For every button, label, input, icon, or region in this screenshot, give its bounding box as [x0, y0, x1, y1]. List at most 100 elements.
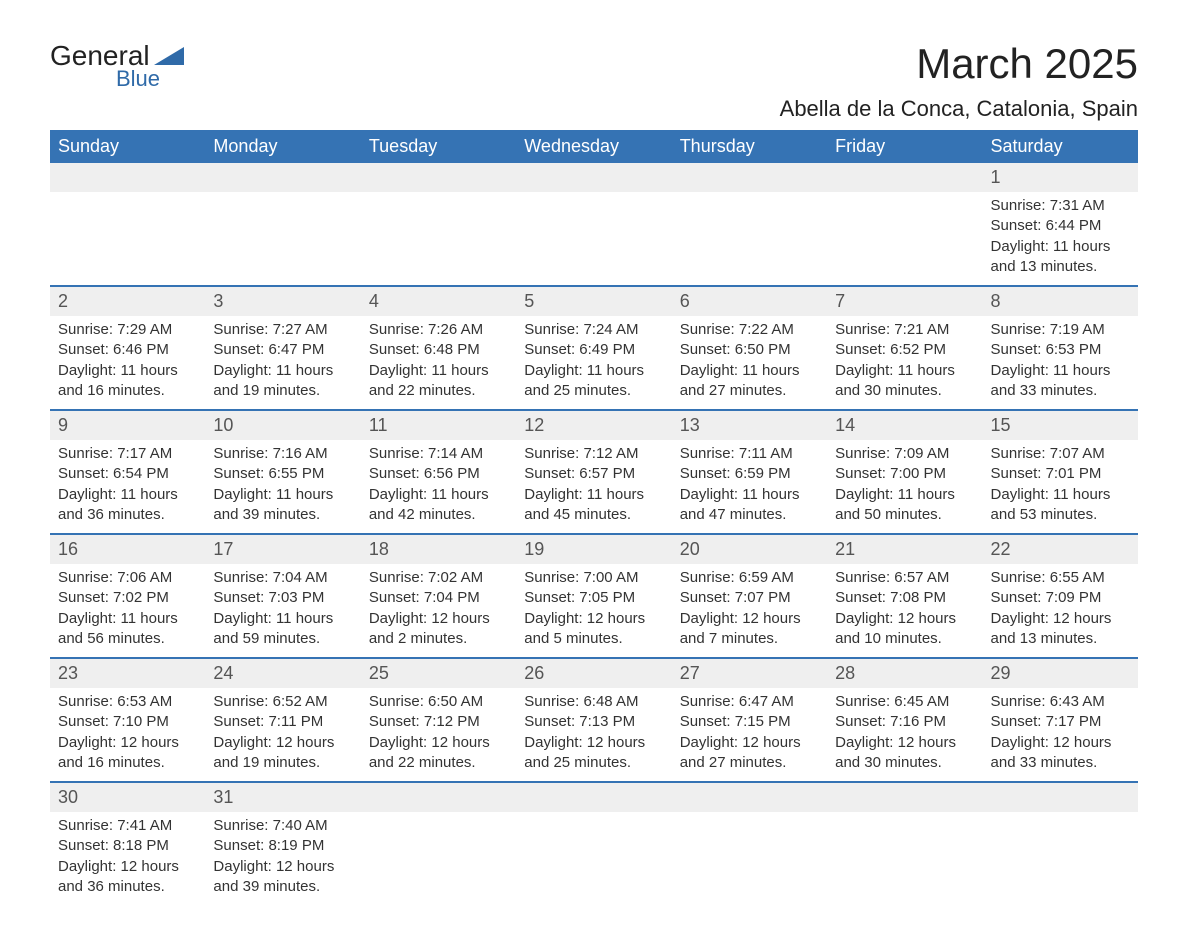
sunrise-text: Sunrise: 7:16 AM	[213, 444, 352, 464]
day-data-cell	[361, 812, 516, 905]
day-number-cell: 29	[983, 658, 1138, 688]
day-header: Thursday	[672, 130, 827, 163]
daylight-text-line2: and 50 minutes.	[835, 505, 974, 525]
daylight-text-line1: Daylight: 11 hours	[991, 361, 1130, 381]
day-data-row: Sunrise: 7:29 AMSunset: 6:46 PM Daylight:…	[50, 316, 1138, 410]
day-number-row: 3031	[50, 782, 1138, 812]
day-number-cell: 24	[205, 658, 360, 688]
day-data-cell: Sunrise: 7:02 AMSunset: 7:04 PMDaylight:…	[361, 564, 516, 658]
daylight-text-line1: Daylight: 12 hours	[991, 733, 1130, 753]
day-number-cell: 22	[983, 534, 1138, 564]
sunset-text: Sunset: 7:15 PM	[680, 712, 819, 732]
daylight-text-line2: and 22 minutes.	[369, 381, 508, 401]
sunrise-text: Sunrise: 7:00 AM	[524, 568, 663, 588]
day-data-cell	[361, 192, 516, 286]
sunrise-text: Sunrise: 6:45 AM	[835, 692, 974, 712]
daylight-text-line2: and 16 minutes.	[58, 753, 197, 773]
sunset-text: Sunset: 7:12 PM	[369, 712, 508, 732]
daylight-text-line1: Daylight: 11 hours	[991, 237, 1130, 257]
day-number-cell	[672, 782, 827, 812]
daylight-text-line1: Daylight: 12 hours	[680, 733, 819, 753]
sunset-text: Sunset: 7:08 PM	[835, 588, 974, 608]
sunrise-text: Sunrise: 7:02 AM	[369, 568, 508, 588]
day-number-cell: 31	[205, 782, 360, 812]
daylight-text-line2: and 2 minutes.	[369, 629, 508, 649]
sunrise-text: Sunrise: 6:48 AM	[524, 692, 663, 712]
day-data-row: Sunrise: 7:41 AMSunset: 8:18 PMDaylight:…	[50, 812, 1138, 905]
day-data-cell: Sunrise: 7:00 AMSunset: 7:05 PMDaylight:…	[516, 564, 671, 658]
sunrise-text: Sunrise: 7:29 AM	[58, 320, 197, 340]
day-data-row: Sunrise: 7:31 AMSunset: 6:44 PMDaylight:…	[50, 192, 1138, 286]
daylight-text-line2: and 42 minutes.	[369, 505, 508, 525]
sunrise-text: Sunrise: 7:31 AM	[991, 196, 1130, 216]
day-number-row: 2345678	[50, 286, 1138, 316]
sunset-text: Sunset: 7:13 PM	[524, 712, 663, 732]
sunrise-text: Sunrise: 7:12 AM	[524, 444, 663, 464]
day-data-cell: Sunrise: 7:06 AMSunset: 7:02 PMDaylight:…	[50, 564, 205, 658]
daylight-text-line2: and 5 minutes.	[524, 629, 663, 649]
day-data-cell: Sunrise: 7:16 AMSunset: 6:55 PMDaylight:…	[205, 440, 360, 534]
sunset-text: Sunset: 6:46 PM	[58, 340, 197, 360]
daylight-text-line2: and 53 minutes.	[991, 505, 1130, 525]
sunrise-text: Sunrise: 7:14 AM	[369, 444, 508, 464]
day-number-cell: 8	[983, 286, 1138, 316]
day-data-cell: Sunrise: 6:55 AMSunset: 7:09 PMDaylight:…	[983, 564, 1138, 658]
day-data-cell: Sunrise: 7:40 AMSunset: 8:19 PMDaylight:…	[205, 812, 360, 905]
day-number-cell: 28	[827, 658, 982, 688]
day-number-cell	[827, 782, 982, 812]
day-number-cell	[516, 782, 671, 812]
day-header: Monday	[205, 130, 360, 163]
sunrise-text: Sunrise: 6:57 AM	[835, 568, 974, 588]
sunset-text: Sunset: 7:05 PM	[524, 588, 663, 608]
sunset-text: Sunset: 8:19 PM	[213, 836, 352, 856]
day-header: Friday	[827, 130, 982, 163]
day-number-cell	[205, 163, 360, 192]
sunset-text: Sunset: 7:00 PM	[835, 464, 974, 484]
day-number-row: 9101112131415	[50, 410, 1138, 440]
sunset-text: Sunset: 7:07 PM	[680, 588, 819, 608]
daylight-text-line1: Daylight: 12 hours	[58, 733, 197, 753]
sunrise-text: Sunrise: 6:53 AM	[58, 692, 197, 712]
sunset-text: Sunset: 6:52 PM	[835, 340, 974, 360]
day-number-cell: 21	[827, 534, 982, 564]
daylight-text-line2: and 36 minutes.	[58, 877, 197, 897]
daylight-text-line1: Daylight: 12 hours	[369, 733, 508, 753]
day-data-cell: Sunrise: 6:59 AMSunset: 7:07 PMDaylight:…	[672, 564, 827, 658]
day-number-cell: 26	[516, 658, 671, 688]
day-data-cell: Sunrise: 6:53 AMSunset: 7:10 PMDaylight:…	[50, 688, 205, 782]
daylight-text-line2: and 13 minutes.	[991, 629, 1130, 649]
daylight-text-line2: and 45 minutes.	[524, 505, 663, 525]
daylight-text-line2: and 13 minutes.	[991, 257, 1130, 277]
sunrise-text: Sunrise: 7:24 AM	[524, 320, 663, 340]
daylight-text-line2: and 25 minutes.	[524, 381, 663, 401]
day-number-row: 16171819202122	[50, 534, 1138, 564]
sunrise-text: Sunrise: 7:09 AM	[835, 444, 974, 464]
day-data-row: Sunrise: 7:17 AMSunset: 6:54 PMDaylight:…	[50, 440, 1138, 534]
day-data-cell: Sunrise: 7:27 AMSunset: 6:47 PMDaylight:…	[205, 316, 360, 410]
daylight-text-line2: and 16 minutes.	[58, 381, 197, 401]
day-data-cell: Sunrise: 7:29 AMSunset: 6:46 PMDaylight:…	[50, 316, 205, 410]
day-number-row: 1	[50, 163, 1138, 192]
sunset-text: Sunset: 7:01 PM	[991, 464, 1130, 484]
daylight-text-line1: Daylight: 12 hours	[680, 609, 819, 629]
day-data-cell	[827, 812, 982, 905]
daylight-text-line2: and 56 minutes.	[58, 629, 197, 649]
daylight-text-line2: and 19 minutes.	[213, 753, 352, 773]
sunset-text: Sunset: 6:54 PM	[58, 464, 197, 484]
day-data-cell	[672, 812, 827, 905]
day-data-cell: Sunrise: 6:47 AMSunset: 7:15 PMDaylight:…	[672, 688, 827, 782]
daylight-text-line1: Daylight: 12 hours	[213, 857, 352, 877]
day-number-cell: 18	[361, 534, 516, 564]
daylight-text-line2: and 27 minutes.	[680, 753, 819, 773]
sunset-text: Sunset: 6:57 PM	[524, 464, 663, 484]
day-data-cell: Sunrise: 7:17 AMSunset: 6:54 PMDaylight:…	[50, 440, 205, 534]
title-block: March 2025 Abella de la Conca, Catalonia…	[780, 40, 1138, 122]
day-number-cell: 1	[983, 163, 1138, 192]
daylight-text-line2: and 27 minutes.	[680, 381, 819, 401]
daylight-text-line2: and 59 minutes.	[213, 629, 352, 649]
daylight-text-line1: Daylight: 11 hours	[369, 485, 508, 505]
day-number-row: 23242526272829	[50, 658, 1138, 688]
day-data-cell	[983, 812, 1138, 905]
day-data-cell: Sunrise: 7:11 AMSunset: 6:59 PMDaylight:…	[672, 440, 827, 534]
daylight-text-line1: Daylight: 11 hours	[213, 485, 352, 505]
